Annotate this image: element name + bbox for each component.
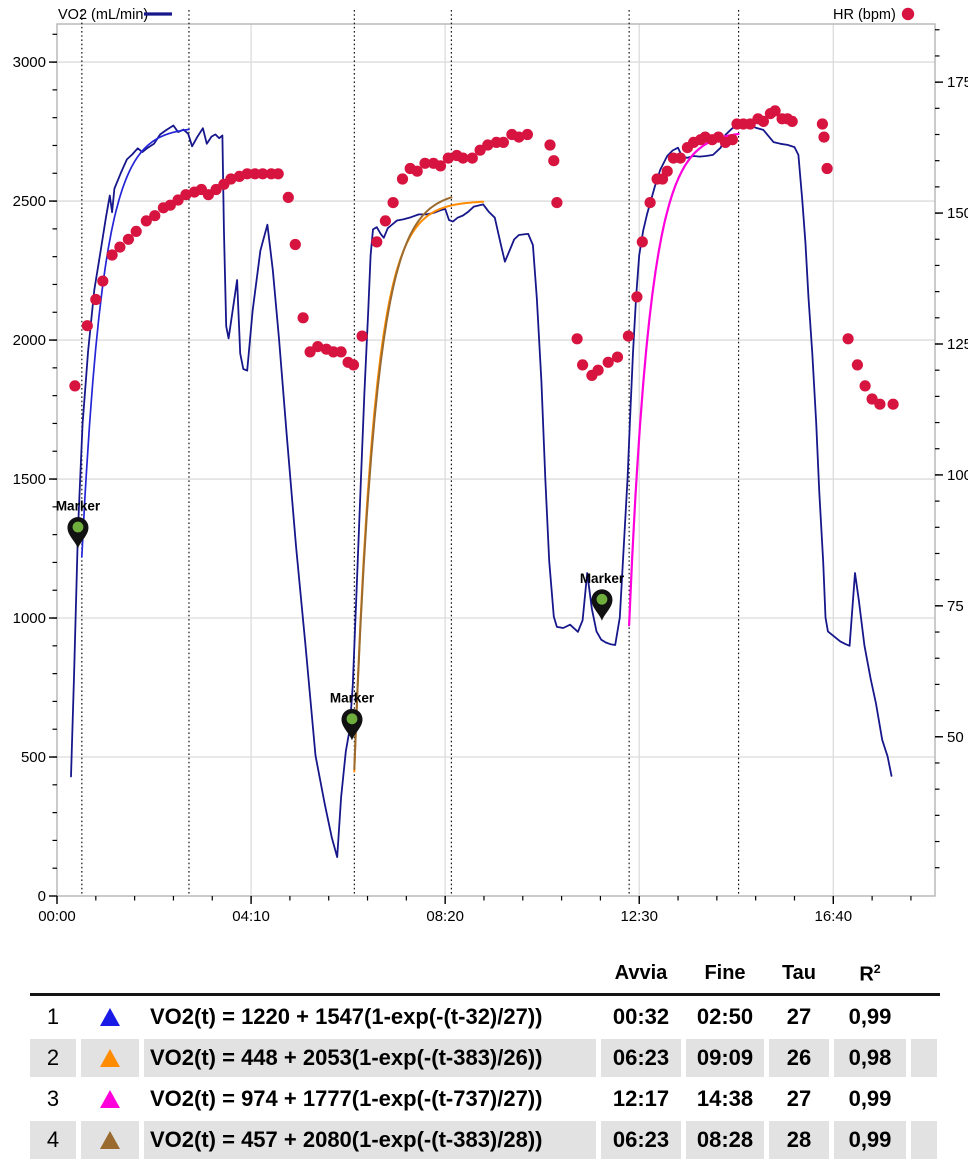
marker-pin-2[interactable]: Marker: [330, 690, 375, 741]
triangle-icon: [100, 1130, 120, 1149]
row-index: 1: [46, 1003, 60, 1029]
trailing-cell: [911, 1038, 937, 1077]
x-axis: 00:00 04:10 08:20 12:30 16:40: [38, 896, 912, 925]
x-tick-label: 12:30: [620, 908, 658, 925]
vo2-hr-chart: 00:00 04:10 08:20 12:30 16:40 0 500 1000 1500 200…: [13, 7, 968, 925]
hr-tick-label: 150: [947, 205, 968, 222]
fit-r2: 0,98: [834, 1038, 906, 1077]
fit-symbol: [81, 1120, 139, 1159]
marker-pin-1[interactable]: Marker: [56, 499, 101, 549]
vo2-tick-label: 1500: [13, 471, 46, 488]
triangle-icon: [100, 1089, 120, 1108]
fit-curve-4: [353, 196, 453, 770]
pin-icon: [67, 517, 89, 549]
fit-equation: VO2(t) = 457 + 2080(1-exp(-(t-383)/28)): [144, 1120, 596, 1159]
vo2-tick-label: 2000: [13, 332, 46, 349]
fit-symbol: [81, 998, 139, 1036]
legend: VO2 (mL/min) HR (bpm): [58, 7, 915, 23]
fit-equation: VO2(t) = 1220 + 1547(1-exp(-(t-32)/27)): [150, 1003, 543, 1029]
fit-curve-3: [627, 132, 740, 627]
row-index: 3: [46, 1085, 60, 1111]
plot-frame: [56, 23, 936, 897]
y-left-axis: 0 500 1000 1500 2000 2500 3000: [13, 33, 57, 905]
fit-tau: 28: [769, 1120, 829, 1159]
hr-tick-label: 50: [947, 729, 964, 746]
fit-symbol: [81, 1038, 139, 1077]
row-index: 4: [30, 1120, 76, 1159]
marker-label: Marker: [330, 690, 375, 705]
fit-fine: 08:28: [686, 1120, 764, 1159]
fit-r2: 0,99: [848, 1085, 892, 1111]
fits-table-header: Avvia Fine Tau R2: [30, 958, 940, 993]
pin-dot-icon: [596, 593, 608, 605]
fit-fine: 14:38: [696, 1085, 754, 1111]
col-header-fit-equation: [144, 958, 596, 993]
chart-canvas: 00:00 04:10 08:20 12:30 16:40 0 500 1000 1500 200…: [13, 7, 968, 925]
fit-symbol: [81, 1080, 139, 1118]
row-index: 2: [30, 1038, 76, 1077]
hr-series: [69, 105, 899, 410]
col-header-trailing-cell: [911, 958, 937, 993]
marker-pin-3[interactable]: Marker: [580, 571, 625, 621]
fit-avvia: 00:32: [612, 1003, 670, 1029]
fit-r2: 0,99: [848, 1003, 892, 1029]
fit-boundary-lines: [81, 10, 740, 896]
col-header-fit-r2: R2: [859, 962, 881, 986]
vo2-tick-label: 1000: [13, 610, 46, 627]
pin-dot-icon: [72, 521, 84, 533]
fit-avvia: 06:23: [601, 1038, 681, 1077]
x-tick-label: 00:00: [38, 908, 76, 925]
legend-hr-dot-icon: [901, 7, 915, 21]
legend-vo2-label: VO2 (mL/min): [58, 7, 148, 23]
y-right-axis: 50 75 100 125 150 175: [935, 29, 968, 869]
hr-tick-label: 100: [947, 467, 968, 484]
triangle-icon: [100, 1048, 120, 1067]
hr-tick-label: 125: [947, 336, 968, 353]
hr-tick-label: 75: [947, 598, 964, 615]
fit-r2: 0,99: [834, 1120, 906, 1159]
header-rule: [30, 992, 940, 996]
marker-label: Marker: [56, 499, 101, 514]
legend-hr-label: HR (bpm): [833, 7, 896, 23]
fits-table-body: 1 VO2(t) = 1220 + 1547(1-exp(-(t-32)/27))…: [30, 998, 940, 1159]
col-header-fit-avvia: Avvia: [614, 962, 668, 984]
triangle-icon: [100, 1007, 120, 1026]
gridlines: [57, 24, 935, 896]
x-tick-label: 16:40: [815, 908, 853, 925]
fit-equation: VO2(t) = 448 + 2053(1-exp(-(t-383)/26)): [144, 1038, 596, 1077]
col-header-fit-tau: Tau: [781, 962, 817, 984]
fit-equation: VO2(t) = 974 + 1777(1-exp(-(t-737)/27)): [150, 1085, 543, 1111]
vo2-tick-label: 2500: [13, 193, 46, 210]
pin-dot-icon: [346, 713, 358, 725]
x-tick-label: 04:10: [232, 908, 270, 925]
pin-icon: [591, 589, 613, 621]
trailing-cell: [911, 998, 937, 1036]
fit-tau: 26: [769, 1038, 829, 1077]
x-tick-label: 08:20: [426, 908, 464, 925]
vo2-tick-label: 0: [38, 888, 46, 905]
fit-fine: 09:09: [686, 1038, 764, 1077]
fit-curve-2: [353, 200, 485, 773]
fits-table: Avvia Fine Tau R2 1 VO2(t) = 1220 + 1547(1-e…: [30, 958, 940, 1159]
fit-curve-1: [80, 128, 190, 558]
col-header-row-index: [30, 958, 76, 993]
vo2-tick-label: 500: [21, 749, 46, 766]
fit-avvia: 06:23: [601, 1120, 681, 1159]
fit-tau: 27: [786, 1003, 812, 1029]
trailing-cell: [911, 1080, 937, 1118]
fit-avvia: 12:17: [612, 1085, 670, 1111]
hr-tick-label: 175: [947, 74, 968, 91]
col-header-fit-fine: Fine: [704, 962, 746, 984]
fit-tau: 27: [786, 1085, 812, 1111]
col-header-fit-symbol: [81, 958, 139, 993]
vo2-tick-label: 3000: [13, 54, 46, 71]
vo2-line: [70, 123, 893, 858]
pin-icon: [341, 708, 363, 741]
marker-label: Marker: [580, 571, 625, 586]
fit-fine: 02:50: [696, 1003, 754, 1029]
trailing-cell: [911, 1120, 937, 1159]
